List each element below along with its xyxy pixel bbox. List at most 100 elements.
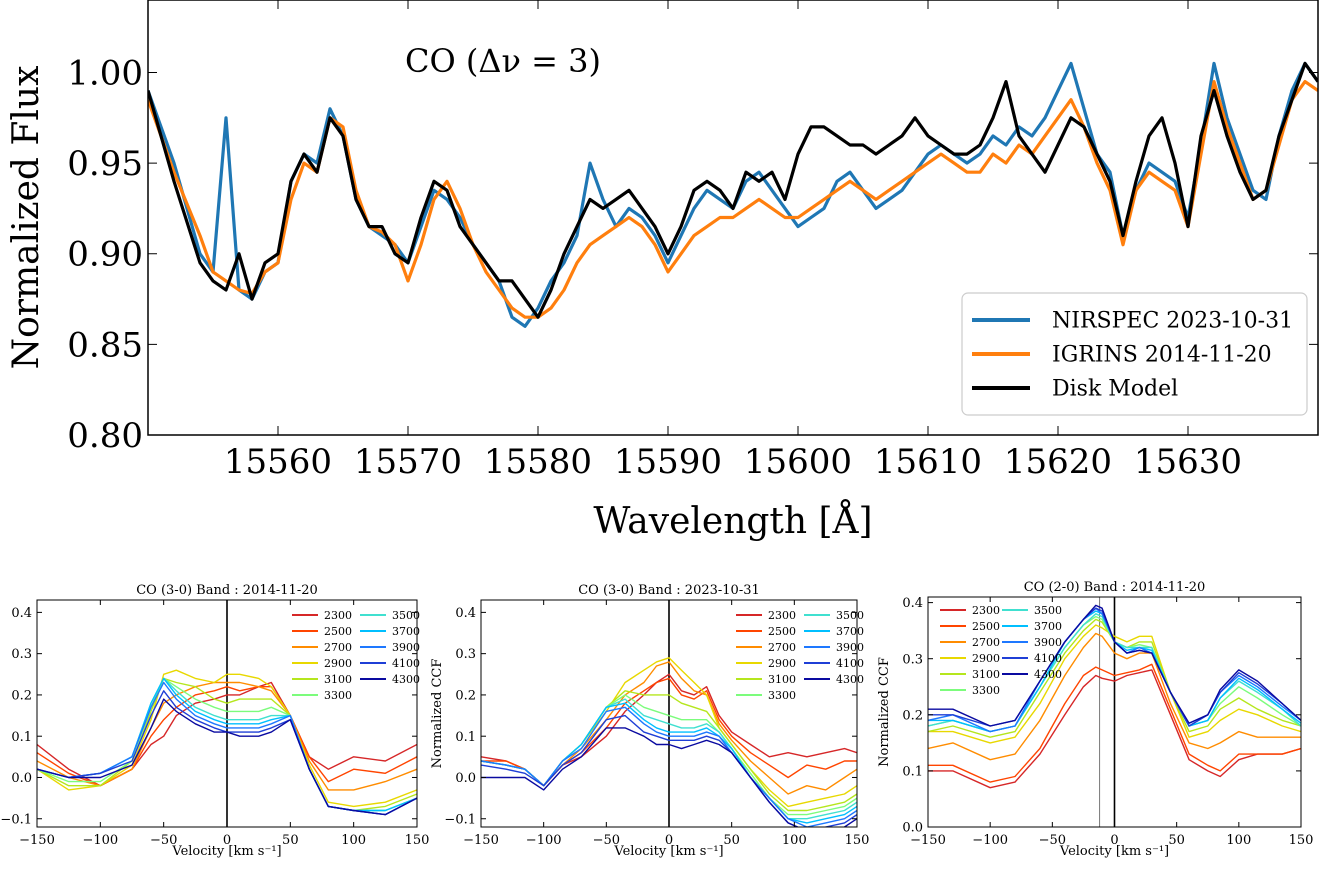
- legend-label-1: 2500: [768, 625, 796, 638]
- y-tick-label: 1.00: [67, 53, 143, 93]
- y-tick-label: 0.3: [902, 652, 923, 667]
- x-tick-label: 15580: [484, 442, 592, 482]
- chart-title: CO (3-0) Band : 2014-11-20: [136, 583, 318, 598]
- series-line-0: [928, 669, 1301, 789]
- series-group: [928, 604, 1301, 789]
- y-tick-label: 0.2: [11, 688, 32, 703]
- x-tick-label: 100: [341, 833, 366, 848]
- x-tick-label: −50: [150, 833, 177, 848]
- legend-label-4: 3100: [324, 673, 352, 686]
- x-tick-label: −100: [526, 833, 562, 848]
- legend-label-2: 2700: [972, 636, 1000, 649]
- series-group: [37, 669, 417, 816]
- legend-label-8: 3900: [836, 641, 864, 654]
- x-tick-label: 150: [1289, 833, 1314, 848]
- band-annotation: CO (Δν = 3): [405, 42, 601, 80]
- series-line-0: [148, 61, 1318, 328]
- x-axis-label: Velocity [km s⁻¹]: [613, 844, 723, 859]
- x-tick-label: 50: [282, 833, 299, 848]
- y-tick-label: 0.1: [902, 764, 923, 779]
- x-tick-label: 15620: [1004, 442, 1112, 482]
- x-tick-label: −100: [972, 833, 1008, 848]
- x-tick-label: 0: [1110, 833, 1118, 848]
- y-tick-label: 0.1: [11, 730, 32, 745]
- x-tick-label: −150: [910, 833, 946, 848]
- legend-label-4: 3100: [972, 668, 1000, 681]
- y-tick-label: 0.0: [902, 821, 923, 836]
- y-tick-label: 0.2: [455, 688, 476, 703]
- x-tick-label: −150: [19, 833, 55, 848]
- y-tick-label: 0.4: [902, 596, 923, 611]
- y-tick-label: 0.2: [902, 708, 923, 723]
- series-line-2: [928, 632, 1301, 761]
- x-tick-label: −100: [82, 833, 118, 848]
- legend-label-2: Disk Model: [1052, 377, 1178, 402]
- y-axis-label: Normalized CCF: [430, 659, 445, 769]
- x-tick-label: −50: [1039, 833, 1066, 848]
- y-axis-label: Normalized CCF: [877, 657, 892, 767]
- legend-label-1: IGRINS 2014-11-20: [1052, 343, 1272, 368]
- series-line-1: [928, 663, 1301, 783]
- y-tick-label: 0.0: [11, 771, 32, 786]
- x-tick-label: 0: [665, 833, 673, 848]
- chart-title: CO (3-0) Band : 2023-10-31: [578, 583, 760, 598]
- legend-label-1: 2500: [972, 620, 1000, 633]
- legend-label-2: 2700: [768, 641, 796, 654]
- series-line-10: [928, 604, 1301, 727]
- y-tick-label: −0.1: [444, 812, 476, 827]
- x-tick-label: 100: [782, 833, 807, 848]
- legend: 2300 2500 2700 2900 3100 3300 3500 3700 3900 4100…: [736, 609, 864, 702]
- x-tick-label: 150: [845, 833, 870, 848]
- y-tick-label: 0.1: [455, 730, 476, 745]
- legend-label-4: 3100: [768, 673, 796, 686]
- legend-label-3: 2900: [768, 657, 796, 670]
- legend-label-0: 2300: [324, 609, 352, 622]
- legend-label-3: 2900: [324, 657, 352, 670]
- y-axis-label: Normalized CCF: [0, 659, 1, 769]
- legend-label-3: 2900: [972, 652, 1000, 665]
- y-tick-label: 0.0: [455, 771, 476, 786]
- series-line-1: [148, 80, 1318, 319]
- legend-label-8: 3900: [392, 641, 420, 654]
- y-tick-label: 0.90: [67, 235, 143, 275]
- legend-label-9: 4100: [836, 657, 864, 670]
- x-axis-label: Velocity [km s⁻¹]: [171, 844, 281, 859]
- x-tick-label: −50: [593, 833, 620, 848]
- chart-panel-3: −150 −100 −50 0 50 100 150 0.0 0.1 0.2 0.3 0.4 CO (2…: [877, 580, 1313, 859]
- legend: NIRSPEC 2023-10-31 IGRINS 2014-11-20 Disk …: [961, 292, 1308, 416]
- series-line-2: [148, 61, 1318, 319]
- legend-label-0: 2300: [972, 604, 1000, 617]
- x-tick-label: 15610: [874, 442, 982, 482]
- chart-panel-0: 15560 15570 15580 15590 15600 15610 15620 15630…: [6, 0, 1319, 542]
- x-tick-label: 15570: [354, 442, 462, 482]
- legend: 2300 2500 2700 2900 3100 3300 3500 3700 3900 4100…: [940, 604, 1062, 697]
- legend-label-6: 3500: [836, 609, 864, 622]
- x-tick-label: 0: [223, 833, 231, 848]
- series-line-7: [928, 610, 1301, 733]
- chart-title: CO (2-0) Band : 2014-11-20: [1024, 580, 1206, 595]
- legend-label-7: 3700: [836, 625, 864, 638]
- x-axis-label: Velocity [km s⁻¹]: [1059, 844, 1169, 859]
- legend-label-7: 3700: [1034, 620, 1062, 633]
- legend-label-9: 4100: [392, 657, 420, 670]
- legend-label-8: 3900: [1034, 636, 1062, 649]
- y-tick-label: 0.95: [67, 144, 143, 184]
- legend-label-10: 4300: [836, 673, 864, 686]
- chart-panel-1: −150 −100 −50 0 50 100 150 −0.1 0.0 0.1 0.2 0.3 0.4 C…: [0, 583, 429, 859]
- x-tick-label: 50: [723, 833, 740, 848]
- legend-label-5: 3300: [972, 684, 1000, 697]
- legend-label-0: NIRSPEC 2023-10-31: [1052, 309, 1293, 334]
- x-tick-label: 100: [1226, 833, 1251, 848]
- series-line-3: [928, 624, 1301, 744]
- plot-frame: [147, 0, 1319, 436]
- series-line-10: [37, 698, 417, 816]
- y-tick-label: 0.80: [67, 416, 143, 456]
- legend-label-6: 3500: [392, 609, 420, 622]
- legend-label-5: 3300: [768, 689, 796, 702]
- chart-panel-2: −150 −100 −50 0 50 100 150 −0.1 0.0 0.1 0.2 0.3 0.4 C…: [430, 583, 869, 859]
- x-tick-label: 15630: [1134, 442, 1242, 482]
- y-tick-label: 0.4: [11, 606, 32, 621]
- x-tick-label: 15590: [614, 442, 722, 482]
- legend-label-2: 2700: [324, 641, 352, 654]
